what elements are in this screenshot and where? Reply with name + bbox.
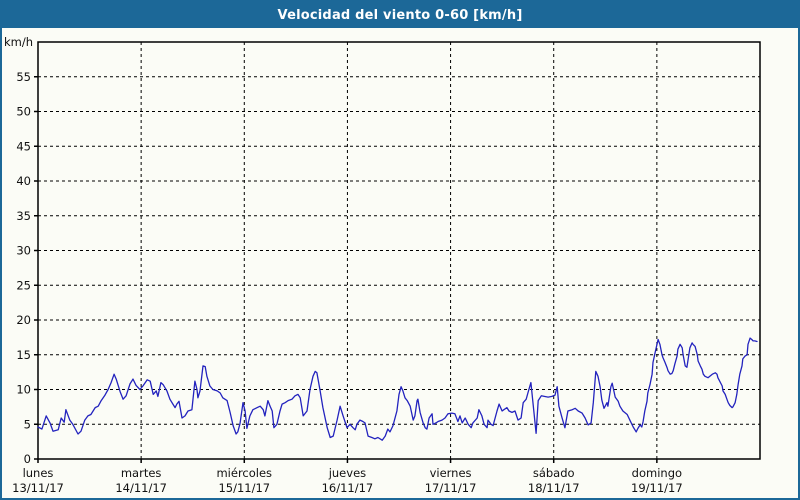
chart-title: Velocidad del viento 0-60 [km/h] [277,7,523,23]
y-axis-unit-label: km/h [4,35,33,49]
wind-speed-line [37,337,758,441]
y-tick-label: 45 [16,139,31,153]
x-date-label: 18/11/17 [528,481,580,495]
x-date-label: 17/11/17 [425,481,477,495]
y-tick-label: 0 [24,452,31,466]
x-day-label: domingo [632,466,682,480]
x-date-label: 15/11/17 [218,481,270,495]
y-tick-label: 10 [16,383,31,397]
x-date-label: 19/11/17 [631,481,683,495]
x-day-label: lunes [23,466,54,480]
x-day-label: sábado [533,466,575,480]
y-tick-label: 15 [16,348,31,362]
y-tick-label: 50 [16,105,31,119]
y-tick-label: 55 [16,70,31,84]
y-tick-label: 5 [24,417,31,431]
x-date-label: 14/11/17 [115,481,167,495]
y-tick-label: 25 [16,278,31,292]
x-day-label: miércoles [216,466,272,480]
x-day-label: viernes [430,466,472,480]
y-tick-label: 35 [16,209,31,223]
y-tick-label: 20 [16,313,31,327]
x-day-label: jueves [328,466,366,480]
plot-frame [37,41,761,460]
y-tick-label: 40 [16,174,31,188]
y-tick-label: 30 [16,244,31,258]
title-bar: Velocidad del viento 0-60 [km/h] [2,2,798,28]
x-day-label: martes [121,466,162,480]
x-date-label: 16/11/17 [322,481,374,495]
x-date-label: 13/11/17 [12,481,64,495]
